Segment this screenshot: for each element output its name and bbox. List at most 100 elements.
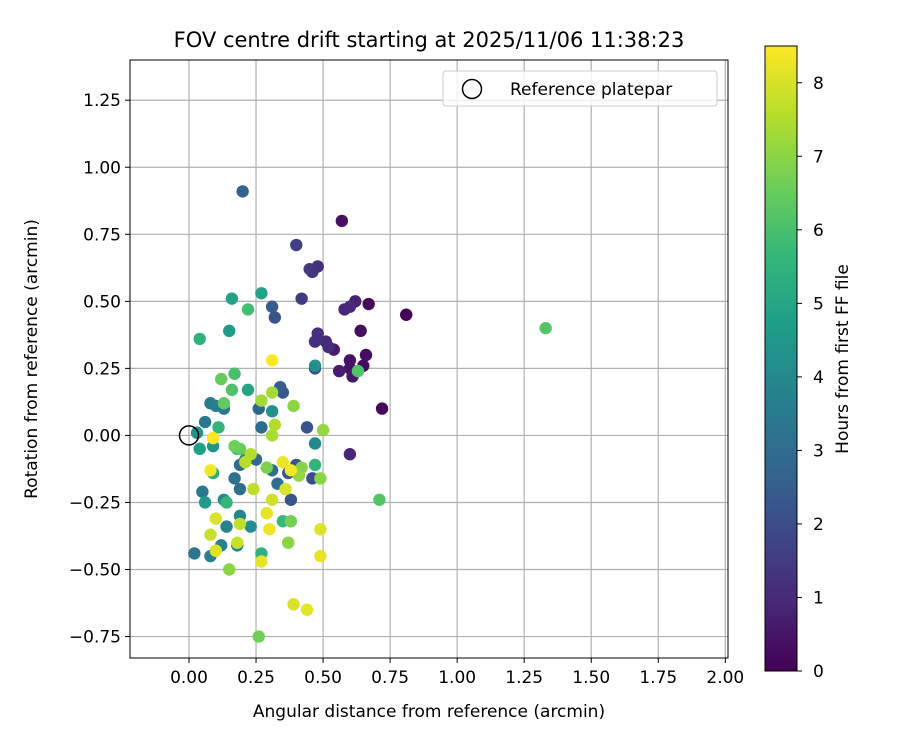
data-point: [209, 512, 223, 525]
data-point: [225, 292, 239, 305]
data-point: [255, 555, 268, 568]
x-tick-label: 0.00: [170, 668, 208, 688]
data-point: [284, 493, 298, 506]
data-point: [400, 308, 413, 321]
data-point: [204, 528, 217, 541]
grid-lines: [130, 60, 728, 658]
data-point: [335, 214, 349, 228]
x-tick-label: 1.25: [505, 668, 543, 688]
data-point: [225, 383, 239, 397]
data-point: [362, 297, 375, 311]
y-tick-label: 0.25: [83, 359, 121, 379]
data-point: [287, 598, 300, 611]
data-point: [220, 496, 233, 509]
colorbar-label: Hours from first FF file: [833, 264, 853, 454]
data-point: [231, 536, 244, 549]
y-tick-label: 1.00: [83, 158, 121, 178]
x-tick-label: 2.00: [706, 668, 744, 688]
data-point: [359, 348, 373, 362]
data-point: [373, 493, 386, 506]
data-point: [190, 426, 204, 439]
data-point: [204, 464, 217, 477]
data-points: [188, 185, 552, 643]
data-point: [295, 292, 308, 305]
x-tick-label: 0.25: [237, 668, 275, 688]
data-point: [228, 472, 241, 485]
data-point: [268, 418, 282, 431]
data-point: [252, 630, 265, 643]
data-point: [282, 536, 295, 549]
data-point: [303, 262, 316, 276]
data-point: [260, 461, 273, 474]
data-point: [276, 456, 290, 469]
data-point: [314, 472, 327, 485]
y-axis-label: Rotation from reference (arcmin): [22, 219, 42, 499]
colorbar-tick-label: 3: [813, 441, 824, 461]
data-point: [193, 332, 206, 346]
data-point: [236, 185, 249, 198]
legend-marker-icon: [461, 78, 483, 100]
legend: Reference platepar: [442, 70, 718, 107]
data-point: [322, 340, 335, 354]
y-tick-label: −0.75: [69, 628, 121, 648]
data-point: [300, 603, 314, 616]
data-point: [265, 300, 279, 313]
data-point: [260, 506, 273, 520]
colorbar-tick-label: 1: [813, 588, 824, 608]
chart-title: FOV centre drift starting at 2025/11/06 …: [174, 28, 685, 52]
data-point: [265, 429, 279, 442]
data-point: [198, 415, 212, 429]
colorbar-tick-label: 7: [813, 147, 824, 167]
data-point: [265, 386, 279, 399]
data-point: [539, 321, 552, 335]
plot-area-frame: [129, 59, 729, 659]
data-point: [265, 354, 279, 367]
y-tick-label: −0.50: [69, 561, 121, 581]
data-point: [217, 397, 231, 410]
colorbar-tick-label: 2: [813, 515, 824, 535]
colorbar-tick-label: 0: [813, 662, 824, 682]
colorbar: 0 1 2 3 4 5 6 7 8 Hours from first FF file: [764, 45, 853, 682]
data-point: [255, 421, 268, 434]
data-point: [223, 324, 236, 338]
colorbar-tick-label: 8: [813, 74, 824, 94]
y-tick-label: 0.75: [83, 225, 121, 245]
data-point: [308, 335, 322, 348]
axis-ticks: 0.00 0.25 0.50 0.75 1.00 1.25 1.50 1.75 2.00 −0.7…: [69, 91, 744, 688]
x-tick-label: 0.75: [371, 668, 409, 688]
colorbar-ticks: 0 1 2 3 4 5 6 7 8: [797, 74, 824, 682]
data-point: [188, 547, 201, 560]
data-point: [263, 523, 276, 536]
data-point: [265, 405, 279, 418]
data-point: [233, 482, 247, 496]
data-point: [228, 439, 241, 453]
y-tick-label: 0.00: [83, 426, 121, 446]
data-point: [351, 364, 365, 378]
x-tick-label: 1.50: [572, 668, 610, 688]
data-point: [223, 563, 236, 576]
x-tick-label: 1.00: [438, 668, 476, 688]
data-point: [220, 520, 233, 533]
data-point: [206, 431, 220, 445]
data-point: [279, 482, 292, 496]
data-point: [214, 372, 228, 386]
data-point: [233, 517, 247, 531]
y-tick-label: −0.25: [69, 493, 121, 513]
y-tick-label: 1.25: [83, 91, 121, 111]
data-point: [375, 402, 389, 415]
legend-box: [442, 70, 718, 107]
data-point: [241, 383, 255, 397]
data-point: [241, 303, 255, 316]
data-point: [314, 549, 327, 563]
data-point: [300, 421, 314, 434]
data-point: [343, 447, 357, 461]
data-point: [268, 311, 282, 324]
data-point: [332, 364, 346, 378]
data-point: [284, 515, 298, 528]
colorbar-tick-label: 6: [813, 221, 824, 241]
legend-label: Reference platepar: [510, 80, 672, 100]
data-point: [314, 523, 327, 536]
data-point: [308, 437, 322, 450]
